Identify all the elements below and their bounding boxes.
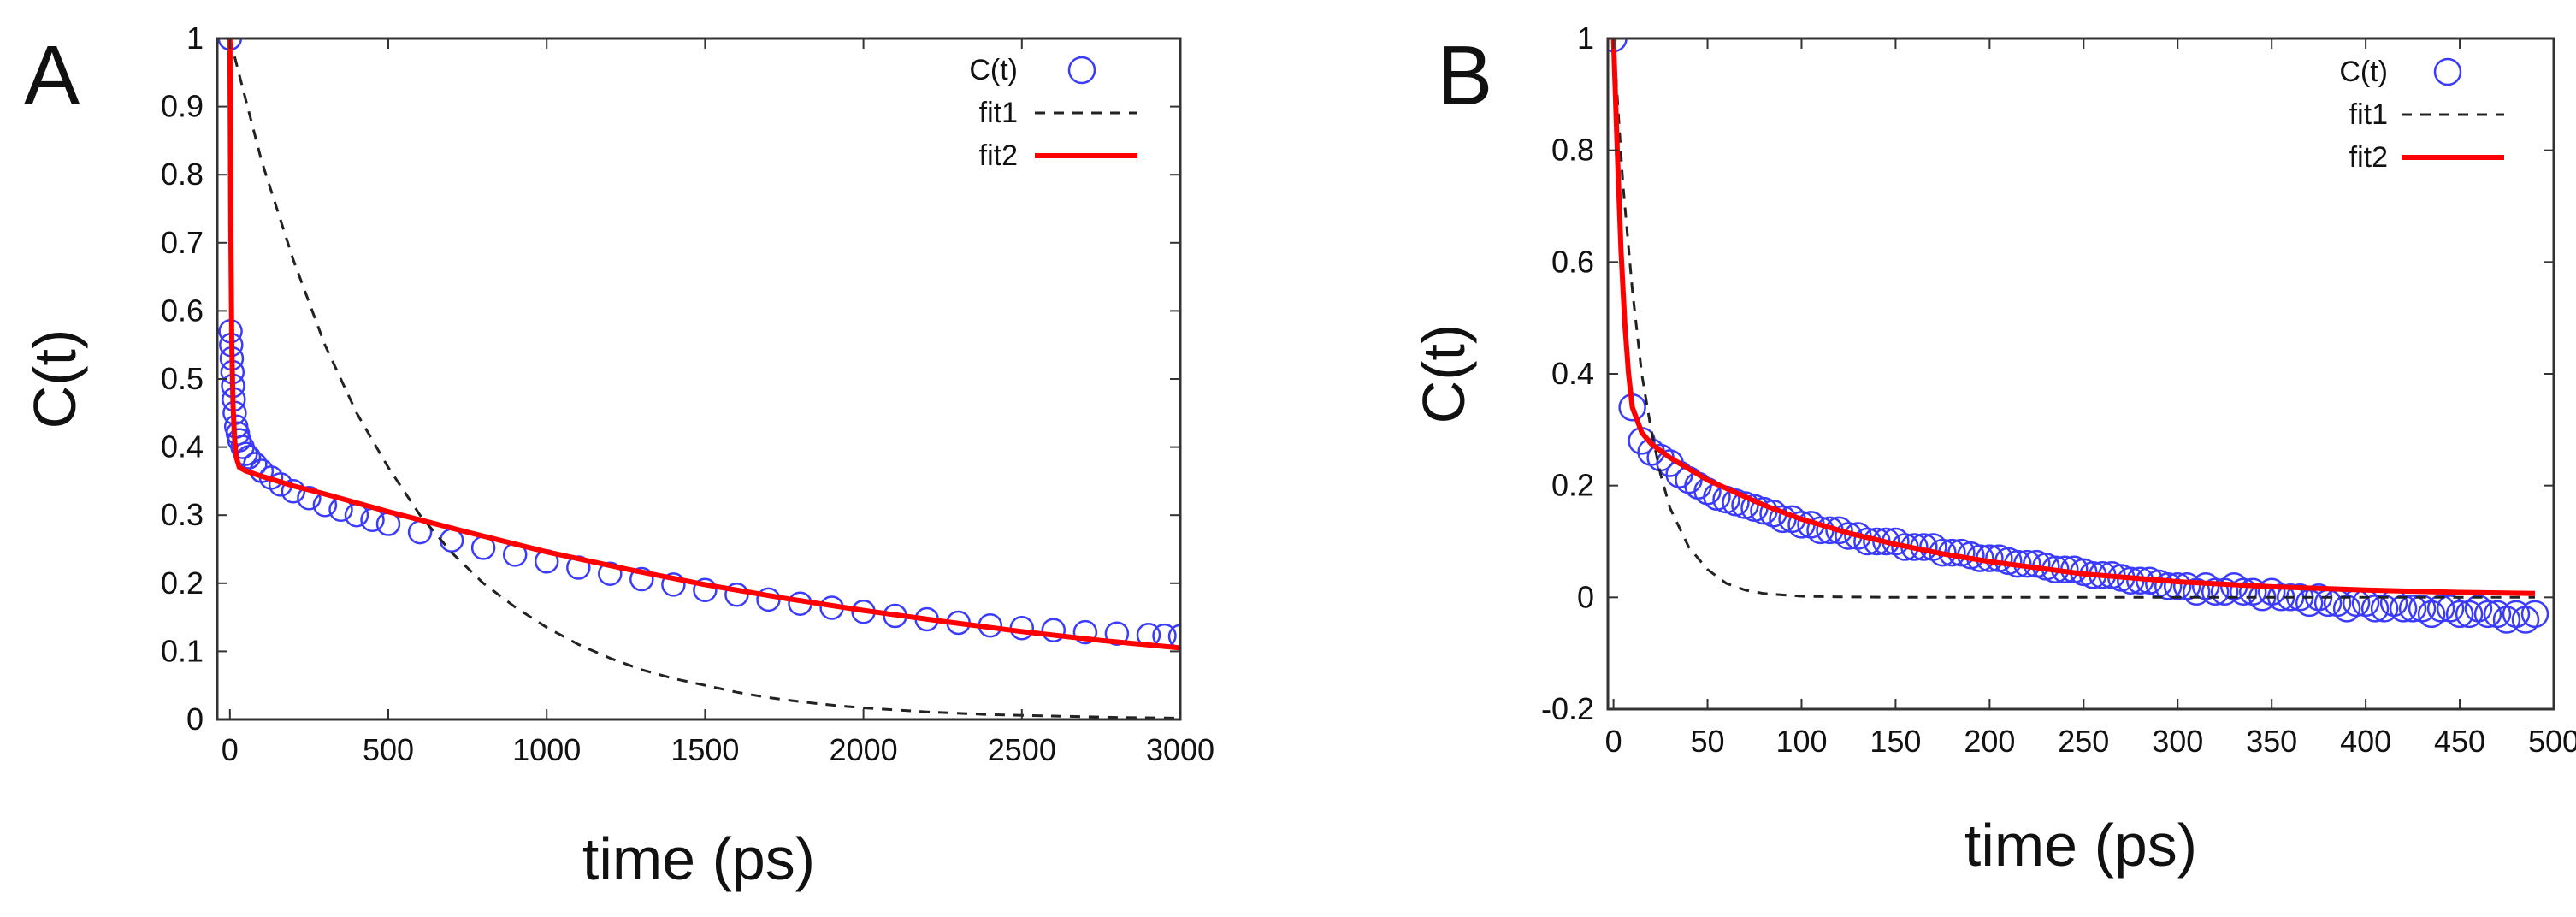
panel-b-point-ct [2332, 595, 2361, 623]
panel-a-series-fit2-line [227, 38, 1180, 651]
panel-a: A 0 500 1000 1500 2000 2500 300000.10.20.30.40… [21, 21, 1214, 892]
panel-a-point-ct [1041, 618, 1066, 642]
panel-b-legend-label-fit2: fit2 [2349, 141, 2388, 174]
panel-a-y-tick-label: 0 [186, 701, 204, 737]
panel-b-y-tick-label: 0.8 [1551, 133, 1594, 168]
panel-b-legend-marker-ct [2433, 57, 2462, 86]
panel-b-x-tick-label: 450 [2434, 724, 2485, 759]
panel-b-point-ct [2360, 595, 2390, 623]
panel-a-point-ct [1167, 624, 1180, 649]
panel-b-point-ct [2389, 595, 2418, 623]
panel-a-point-ct [661, 572, 686, 597]
panel-a-plot-frame [216, 37, 1182, 721]
panel-b-point-ct [2473, 600, 2502, 629]
panel-a-y-tick-label: 0.5 [161, 361, 204, 396]
panel-b: B 0 50 100 150 200 250 300 350 400 450 500 -0.2 0 0.2… [1410, 21, 2576, 879]
panel-b-series-fit1-line [1612, 38, 2535, 599]
panel-b-point-ct [2229, 577, 2258, 606]
panel-b-y-axis-label: C(t) [1410, 324, 1477, 424]
panel-a-point-ct [360, 507, 385, 533]
panel-b-y-tick-label: 0.2 [1551, 468, 1594, 503]
panel-b-x-tick-label: 250 [2058, 724, 2109, 759]
panel-b-y-tick-label: 0.6 [1551, 244, 1594, 279]
panel-a-x-tick-label: 3000 [1146, 732, 1214, 767]
panel-b-point-ct [2520, 600, 2549, 629]
panel-b-point-ct [2163, 572, 2192, 600]
panel-b-x-tick-label: 150 [1870, 724, 1921, 759]
panel-a-y-tick-label: 0.7 [161, 225, 204, 260]
panel-a-y-tick-label: 1 [186, 21, 204, 56]
panel-b-y-tick-label: 1 [1577, 21, 1594, 56]
panel-b-point-ct [2201, 577, 2230, 606]
panel-b-legend-label-fit1: fit1 [2349, 98, 2388, 131]
panel-a-x-tick-label: 2000 [830, 732, 898, 767]
panel-a-legend: C(t) fit1 fit2 [969, 54, 1137, 172]
panel-b-ticks: 0 50 100 150 200 250 300 350 400 450 500 -0.2 0 0.2 0.… [1541, 21, 2576, 759]
panel-a-y-tick-label: 0.1 [161, 633, 204, 668]
panel-b-x-tick-label: 350 [2246, 724, 2297, 759]
panel-a-x-tick-label: 1500 [671, 732, 739, 767]
panel-b-x-tick-label: 500 [2528, 724, 2576, 759]
panel-a-x-tick-label: 500 [363, 732, 414, 767]
panel-a-point-ct [598, 561, 623, 586]
panel-b-x-tick-label: 400 [2340, 724, 2391, 759]
panel-a-y-tick-label: 0.6 [161, 293, 204, 328]
panel-b-point-ct [2379, 589, 2408, 618]
panel-a-x-tick-label: 1000 [512, 732, 581, 767]
panel-b-y-tick-label: 0.4 [1551, 356, 1594, 391]
panel-a-legend-label-fit1: fit1 [979, 97, 1018, 129]
panel-a-point-ct [629, 566, 654, 592]
panel-a-point-ct [693, 577, 718, 603]
panel-b-label: B [1437, 28, 1492, 122]
panel-a-x-tick-label: 0 [222, 732, 239, 767]
panel-b-x-tick-label: 0 [1605, 724, 1622, 759]
panel-a-point-ct [1072, 619, 1098, 645]
panel-b-point-ct [2426, 595, 2455, 623]
panel-a-y-tick-label: 0.4 [161, 429, 204, 464]
panel-b-legend-label-ct: C(t) [2339, 56, 2388, 88]
panel-b-plot-layer [1608, 38, 2549, 634]
panel-b-series-fit2-line [1610, 38, 2536, 596]
panel-b-x-tick-label: 50 [1691, 724, 1725, 759]
panel-b-point-ct [2511, 606, 2540, 634]
panel-b-y-tick-label: 0 [1577, 579, 1594, 614]
panel-a-point-ct [297, 486, 322, 511]
panel-a-y-tick-label: 0.3 [161, 497, 204, 532]
panel-a-label: A [24, 28, 80, 122]
panel-b-x-tick-label: 300 [2152, 724, 2203, 759]
panel-a-legend-label-ct: C(t) [969, 54, 1018, 86]
panel-a-series-fit1-line [228, 38, 1180, 719]
panel-b-point-ct [2445, 600, 2474, 629]
panel-b-point-ct [2417, 600, 2446, 629]
panel-a-x-axis-label: time (ps) [582, 825, 815, 892]
panel-a-x-tick-label: 2500 [988, 732, 1056, 767]
panel-a-point-ct [1104, 621, 1130, 646]
panel-b-x-tick-label: 100 [1775, 724, 1827, 759]
panel-b-plot-frame [1606, 37, 2555, 711]
panel-a-point-ct [724, 583, 749, 607]
panel-a-y-tick-label: 0.8 [161, 157, 204, 192]
panel-b-point-ct [2464, 595, 2493, 623]
panel-b-x-tick-label: 200 [1964, 724, 2015, 759]
panel-a-y-axis-label: C(t) [21, 329, 88, 429]
panel-b-y-tick-label: -0.2 [1541, 691, 1594, 726]
panel-b-point-ct [2398, 595, 2427, 623]
panel-a-y-tick-label: 0.9 [161, 89, 204, 124]
panel-a-y-tick-label: 0.2 [161, 565, 204, 600]
panel-b-legend: C(t) fit1 fit2 [2339, 56, 2504, 174]
panel-a-legend-label-fit2: fit2 [979, 139, 1018, 172]
panel-a-plot-layer [217, 38, 1180, 719]
panel-a-ticks: 0 500 1000 1500 2000 2500 3000 0 0.1 0.2 0.3 0.4 0.5… [161, 21, 1214, 767]
panel-b-x-axis-label: time (ps) [1964, 812, 2197, 879]
panel-b-point-ct [1825, 516, 1853, 545]
panel-b-point-ct [2154, 572, 2183, 600]
panel-a-legend-marker-ct [1067, 56, 1096, 85]
panel-b-point-ct [2257, 577, 2286, 606]
